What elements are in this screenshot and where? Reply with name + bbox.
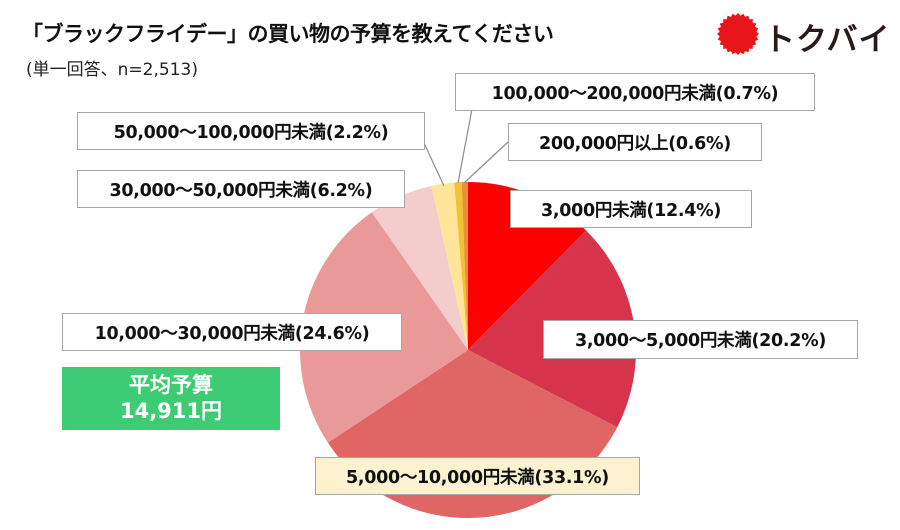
- average-budget-box: 平均予算 14,911円: [62, 367, 280, 430]
- page-subtitle: (単一回答、n=2,513): [26, 60, 198, 80]
- brand-logo-text: トクバイ: [764, 22, 891, 58]
- brand-logo: トクバイ: [716, 12, 889, 58]
- page-title: 「ブラックフライデー」の買い物の予算を教えてください: [22, 22, 554, 46]
- leader-lines: [423, 108, 509, 187]
- label-30000-50000: 30,000〜50,000円未満(6.2%): [77, 170, 405, 208]
- pie-slice: [371, 186, 468, 350]
- pie-slice: [461, 182, 468, 350]
- leader-line-200000-plus: [463, 141, 509, 184]
- leader-line-50000-100000: [423, 142, 445, 187]
- red-sunburst-icon: [717, 13, 759, 55]
- pie-slice: [431, 182, 468, 350]
- label-100000-200000: 100,000〜200,000円未満(0.7%): [455, 73, 815, 111]
- leader-line-100000-200000: [457, 108, 473, 184]
- label-200000-plus: 200,000円以上(0.6%): [508, 123, 762, 161]
- label-50000-100000: 50,000〜100,000円未満(2.2%): [77, 112, 425, 150]
- average-budget-value: 14,911円: [119, 398, 223, 423]
- label-5000-10000: 5,000〜10,000円未満(33.1%): [315, 457, 640, 495]
- label-3000-5000: 3,000〜5,000円未満(20.2%): [543, 320, 858, 359]
- pie-slice: [454, 182, 468, 350]
- label-10000-30000: 10,000〜30,000円未満(24.6%): [62, 313, 402, 351]
- label-under-3000: 3,000円未満(12.4%): [510, 190, 752, 228]
- average-budget-label: 平均予算: [129, 373, 213, 398]
